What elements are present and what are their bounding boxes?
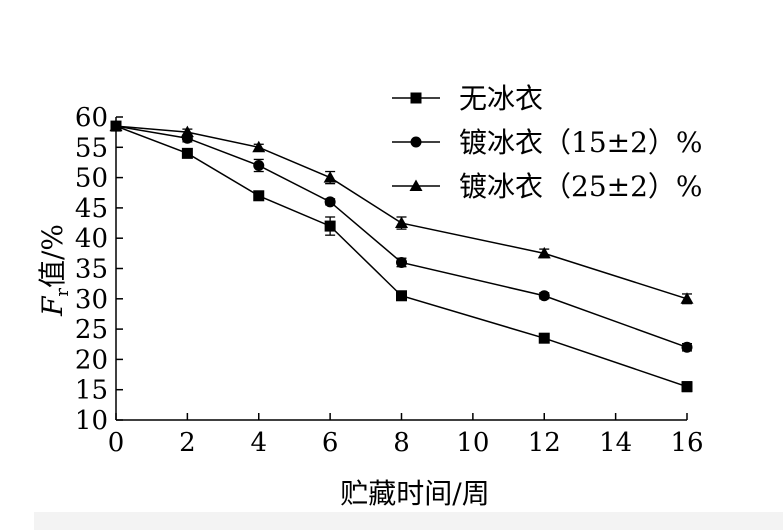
y-tick-label: 60 <box>75 103 108 133</box>
legend-label: 镀冰衣（15±2）% <box>459 126 703 159</box>
series-line <box>115 125 688 348</box>
legend-item-3: 镀冰衣（25±2）% <box>392 170 703 203</box>
series-1 <box>110 120 693 393</box>
x-tick-label: 2 <box>179 428 196 458</box>
data-point <box>253 159 265 171</box>
y-axis-label-sub: r <box>52 288 73 297</box>
data-point <box>537 246 551 259</box>
x-tick-label: 8 <box>393 428 410 458</box>
x-tick-label: 16 <box>670 428 703 458</box>
x-axis-label: 贮藏时间/周 <box>340 477 489 510</box>
data-point <box>681 341 693 353</box>
x-tick-label: 12 <box>528 428 561 458</box>
data-point <box>681 381 693 393</box>
y-tick-label: 55 <box>75 133 108 163</box>
x-tick-label: 0 <box>108 428 125 458</box>
data-point <box>323 171 337 183</box>
y-tick-label: 10 <box>75 406 108 436</box>
data-point <box>680 292 694 304</box>
y-tick-label: 25 <box>75 315 108 345</box>
data-point <box>109 119 123 132</box>
x-tick-label: 6 <box>322 428 339 458</box>
legend-marker <box>409 179 423 191</box>
series-layer <box>109 119 694 393</box>
data-point <box>538 332 550 344</box>
data-point <box>324 220 336 232</box>
data-point <box>538 290 550 302</box>
y-tick-label: 35 <box>75 255 108 285</box>
series-3 <box>109 119 694 305</box>
data-point <box>395 216 408 229</box>
data-point <box>396 256 407 268</box>
legend-label: 无冰衣 <box>459 82 543 115</box>
data-point <box>253 190 265 202</box>
data-point <box>396 290 407 302</box>
y-tick-label: 15 <box>75 376 108 406</box>
legend-item-2: 镀冰衣（15±2）% <box>392 126 703 159</box>
series-line <box>115 125 688 388</box>
bottom-band <box>34 512 783 530</box>
y-tick-label: 50 <box>75 164 108 194</box>
y-axis-label-rest: 值/% <box>36 224 69 288</box>
y-tick-label: 30 <box>75 285 108 315</box>
y-axis-label-main: F <box>36 295 69 317</box>
x-tick-label: 10 <box>456 428 489 458</box>
data-point <box>181 147 193 159</box>
legend-marker <box>410 92 422 104</box>
data-point <box>252 140 266 153</box>
y-tick-label: 40 <box>75 224 108 254</box>
y-axis-label: Fr值/% <box>36 224 73 317</box>
legend-marker <box>410 136 422 148</box>
x-tick-label: 14 <box>599 428 632 458</box>
y-tick-label: 20 <box>75 345 108 375</box>
legend-item-1: 无冰衣 <box>392 82 543 115</box>
data-point <box>324 196 336 208</box>
legend-label: 镀冰衣（25±2）% <box>459 170 703 203</box>
y-tick-label: 45 <box>75 194 108 224</box>
x-tick-label: 4 <box>250 428 267 458</box>
data-point <box>180 125 194 138</box>
